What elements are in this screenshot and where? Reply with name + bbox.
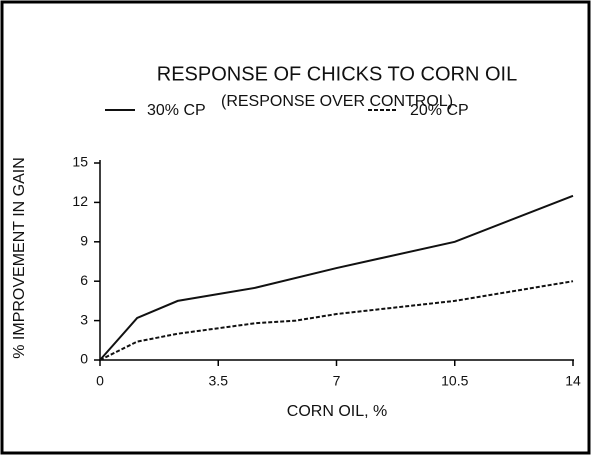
- data-line: [99, 194, 574, 361]
- x-tick-label: 7: [333, 373, 341, 389]
- y-tick-label: 0: [80, 351, 88, 367]
- data-line: [99, 280, 574, 361]
- x-tick-label: 14: [565, 373, 581, 389]
- x-axis-label: CORN OIL, %: [287, 403, 387, 420]
- y-tick-label: 12: [72, 193, 88, 209]
- legend-label: 20% CP: [410, 102, 469, 119]
- legend-label: 30% CP: [147, 102, 206, 119]
- y-tick-label: 3: [80, 311, 88, 327]
- y-tick-label: 6: [80, 272, 88, 288]
- chart-subtitle: (RESPONSE OVER CONTROL): [221, 93, 453, 110]
- y-axis-label: % IMPROVEMENT IN GAIN: [11, 157, 28, 359]
- chart-title: RESPONSE OF CHICKS TO CORN OIL: [157, 63, 517, 85]
- y-tick-label: 15: [72, 154, 88, 170]
- y-tick-label: 9: [80, 233, 88, 249]
- x-tick-label: 0: [96, 373, 104, 389]
- x-tick-label: 3.5: [209, 373, 229, 389]
- x-tick-label: 10.5: [441, 373, 468, 389]
